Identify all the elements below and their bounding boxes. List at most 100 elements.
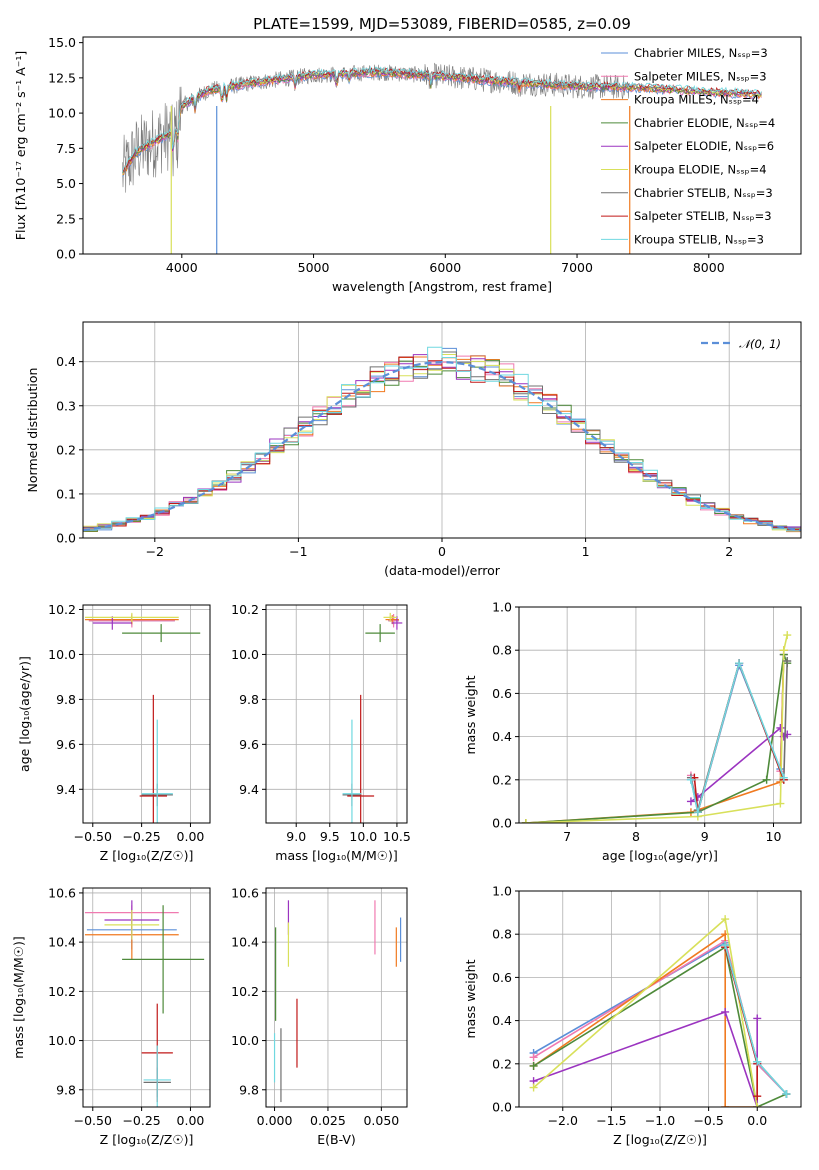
series-marker <box>529 1061 538 1070</box>
y-tick-label: 10.6 <box>231 885 259 900</box>
y-tick-label: 0.1 <box>56 486 76 501</box>
errorbar-point-kroupa-stelib <box>342 719 362 823</box>
series-line <box>525 651 788 823</box>
x-tick-label: 9.5 <box>320 829 340 844</box>
grid <box>266 888 407 1107</box>
series-marker <box>776 799 785 808</box>
x-tick-label: −0.50 <box>74 1113 112 1128</box>
mass-weight-vs-metallicity-panel: −2.0 −1.5 −1.0 −0.5 0.0 0.0 0.2 0.4 0.6 0.8 1.0 Z [… <box>463 884 802 1147</box>
legend-label: Salpeter STELIB, Nₛₛₚ=3 <box>634 209 772 223</box>
legend-label: Chabrier ELODIE, Nₛₛₚ=4 <box>634 116 775 130</box>
series-line <box>533 1010 758 1107</box>
legend: Chabrier MILES, Nₛₛₚ=3 Salpeter MILES, Nₛ… <box>601 46 775 246</box>
series-marker <box>776 723 785 732</box>
y-tick-label: 12.5 <box>48 70 76 85</box>
plot-area <box>521 631 792 823</box>
y-axis-label: mass weight <box>463 959 478 1038</box>
errorbar-point-kroupa-elodie <box>104 910 160 940</box>
series-marker <box>779 773 788 782</box>
x-tick-label: −0.50 <box>74 829 112 844</box>
series-marker <box>529 1083 538 1092</box>
y-tick-label: 15.0 <box>48 35 76 50</box>
series-salpeter-elodie <box>529 1007 762 1107</box>
series-kroupa-elodie <box>521 631 792 823</box>
series-chabrier-elodie <box>521 650 792 823</box>
legend-label: Salpeter MILES, Nₛₛₚ=3 <box>634 69 767 83</box>
series-salpeter-stelib <box>721 943 762 1101</box>
x-tick-label: 9 <box>701 829 709 844</box>
y-tick-label: 9.4 <box>56 782 76 797</box>
x-tick-label: 8 <box>632 829 640 844</box>
legend-label: Kroupa ELODIE, Nₛₛₚ=4 <box>634 163 767 177</box>
y-tick-label: 0.6 <box>492 970 512 985</box>
y-tick-label: 2.5 <box>56 211 76 226</box>
x-tick-label: −2 <box>146 544 164 559</box>
mass-vs-metallicity-panel: −0.50 −0.25 0.00 9.8 10.0 10.2 10.4 10.6 Z [log₁… <box>11 885 211 1147</box>
y-tick-label: 7.5 <box>56 141 76 156</box>
series-marker <box>686 775 695 784</box>
grid <box>519 890 801 1108</box>
series-line <box>533 932 758 1107</box>
x-tick-label: 7 <box>563 829 571 844</box>
x-tick-label: 6000 <box>429 260 461 275</box>
y-tick-label: 0.2 <box>492 772 512 787</box>
series-marker <box>721 915 730 924</box>
y-tick-label: 0.2 <box>56 442 76 457</box>
plot-area <box>84 900 205 1107</box>
y-tick-label: 5.0 <box>56 176 76 191</box>
series-marker <box>721 1007 730 1016</box>
y-tick-label: 10.0 <box>231 647 259 662</box>
x-tick-label: −2.0 <box>548 1113 578 1128</box>
errorbar-point-kroupa-stelib <box>141 719 173 823</box>
x-tick-label: −1.0 <box>645 1113 675 1128</box>
y-tick-label: 0.0 <box>56 247 76 262</box>
y-tick-label: 9.8 <box>239 1082 259 1097</box>
x-axis-label: Z [log₁₀(Z/Z☉)] <box>100 1132 194 1147</box>
x-tick-label: 9.0 <box>286 829 306 844</box>
y-tick-label: 0.0 <box>56 531 76 546</box>
errorbar-point-salpeter-stelib <box>139 694 168 823</box>
y-tick-label: 9.6 <box>239 737 259 752</box>
x-tick-label: 0 <box>438 544 446 559</box>
y-tick-label: 9.8 <box>56 692 76 707</box>
y-tick-label: 0.4 <box>56 354 76 369</box>
x-tick-label: 7000 <box>561 260 593 275</box>
errorbar-point-salpeter-elodie <box>92 616 132 630</box>
series-kroupa-stelib <box>686 659 788 817</box>
age-vs-metallicity-panel: −0.50 −0.25 0.00 9.4 9.6 9.8 10.0 10.2 Z [log₁₀(… <box>17 602 211 863</box>
series-marker <box>721 1103 730 1107</box>
y-axis-label: mass [log₁₀(M/M☉)] <box>11 936 26 1058</box>
y-axis-label: mass weight <box>463 675 478 754</box>
axes-frame <box>82 887 211 1108</box>
series-marker <box>721 941 730 949</box>
legend-label: Kroupa MILES, Nₛₛₚ=4 <box>634 93 759 107</box>
spectrum-panel: 4000 5000 6000 7000 8000 0.0 2.5 5.0 7.5 10.0 12.5… <box>13 15 802 294</box>
y-axis-label: Flux [fλ10⁻¹⁷ erg cm⁻² s⁻¹ A⁻¹] <box>13 51 28 240</box>
legend-label: 𝒩(0, 1) <box>739 337 781 351</box>
y-tick-label: 10.0 <box>48 647 76 662</box>
series-line <box>525 634 788 823</box>
axes-frame <box>265 887 408 1108</box>
axes-frame <box>265 604 408 824</box>
series-kroupa-stelib <box>721 941 791 1099</box>
x-tick-label: −0.25 <box>122 1113 160 1128</box>
series-marker <box>693 808 702 817</box>
errorbar-point-salpeter-elodie <box>391 616 403 630</box>
y-axis-label: Normed distribution <box>25 368 40 493</box>
x-tick-label: 5000 <box>298 260 330 275</box>
y-tick-label: 10.6 <box>48 885 76 900</box>
series-marker <box>529 1053 538 1062</box>
y-tick-label: 10.0 <box>48 106 76 121</box>
series-marker <box>783 631 792 640</box>
series-marker <box>521 819 530 823</box>
x-axis-label: Z [log₁₀(Z/Z☉)] <box>613 1132 707 1147</box>
y-tick-label: 0.8 <box>492 643 512 658</box>
model-spectrum-kroupa-stelib <box>122 65 762 172</box>
series-marker <box>686 797 695 806</box>
y-tick-label: 0.4 <box>492 729 512 744</box>
age-vs-mass-panel: 9.0 9.5 10.0 10.5 9.4 9.6 9.8 10.0 10.2 mass [log… <box>231 602 411 863</box>
histogram-salpeter-stelib <box>83 356 801 531</box>
series-line <box>724 944 787 1095</box>
series-marker <box>753 1014 762 1023</box>
series-line <box>693 660 785 813</box>
